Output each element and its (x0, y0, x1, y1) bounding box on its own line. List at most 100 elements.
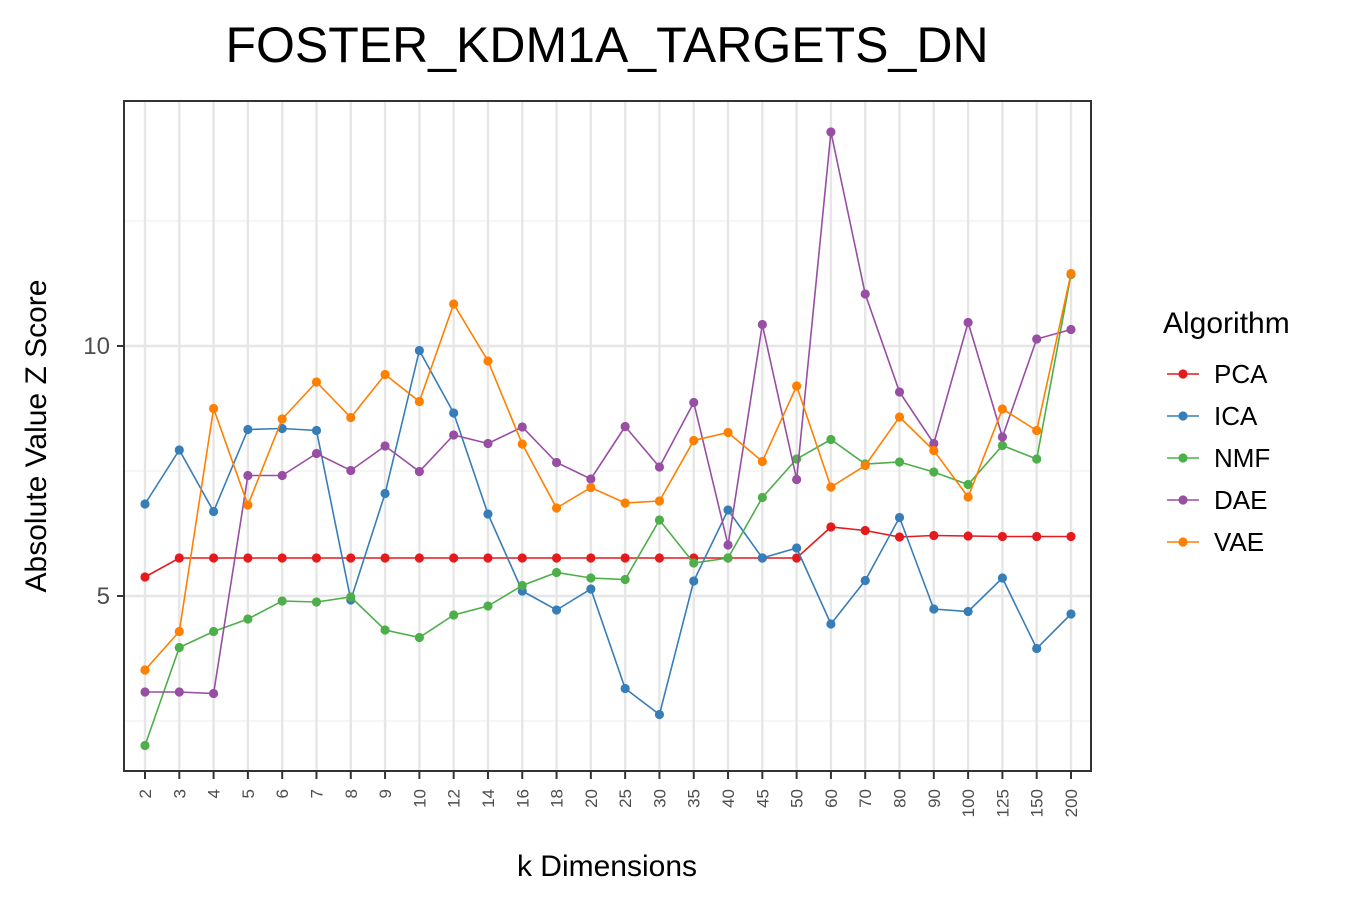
data-point-vae (620, 498, 630, 508)
data-point-vae (654, 496, 665, 506)
data-point-vae (311, 377, 322, 387)
data-point-nmf (620, 574, 630, 585)
data-point-nmf (894, 457, 905, 467)
plot-panel-border (123, 100, 1092, 772)
x-tick-label: 10 (410, 789, 429, 808)
data-point-nmf (243, 614, 253, 624)
data-point-vae (483, 356, 493, 366)
x-tick-label: 5 (239, 789, 258, 798)
data-point-pca (517, 553, 527, 563)
data-point-ica (1066, 609, 1076, 619)
data-point-vae (723, 427, 733, 438)
data-point-nmf (586, 573, 596, 583)
data-point-dae (963, 317, 973, 328)
data-point-ica (997, 573, 1008, 583)
data-point-dae (757, 319, 767, 330)
data-point-vae (346, 412, 356, 423)
data-point-pca (620, 553, 630, 563)
data-point-ica (311, 425, 322, 436)
data-point-nmf (140, 740, 150, 751)
x-tick-label: 50 (788, 789, 807, 808)
data-point-pca (860, 525, 870, 536)
data-point-nmf (963, 479, 973, 490)
data-point-dae (311, 448, 322, 459)
data-point-nmf (757, 492, 767, 503)
data-point-ica (208, 506, 219, 517)
series-layer (140, 127, 1076, 751)
data-point-nmf (277, 596, 287, 606)
data-point-pca (894, 532, 905, 542)
data-point-vae (174, 626, 184, 637)
series-line-dae (145, 131, 1072, 695)
data-point-nmf (483, 601, 493, 611)
x-tick-label: 6 (273, 789, 292, 798)
y-tick-label: 10 (83, 333, 110, 360)
data-point-dae (620, 421, 630, 432)
data-point-dae (860, 289, 870, 299)
data-point-ica (140, 499, 150, 509)
data-point-dae (346, 465, 356, 476)
data-point-dae (449, 430, 459, 440)
data-point-vae (997, 404, 1008, 414)
data-point-nmf (380, 625, 390, 635)
data-point-nmf (1032, 454, 1042, 464)
data-point-pca (174, 553, 184, 563)
data-point-dae (277, 470, 287, 481)
data-point-pca (449, 553, 459, 563)
data-point-vae (414, 396, 424, 407)
data-point-nmf (311, 597, 322, 607)
x-tick-label: 4 (205, 789, 224, 798)
grid (124, 101, 1091, 771)
x-tick-label: 30 (650, 789, 669, 808)
series-line-pca (144, 526, 1071, 578)
data-point-ica (380, 488, 390, 499)
data-point-nmf (723, 553, 733, 563)
data-point-vae (826, 482, 836, 492)
data-point-vae (894, 412, 905, 422)
x-tick-label: 70 (856, 789, 875, 808)
data-point-pca (826, 522, 836, 532)
data-point-dae (174, 687, 184, 697)
data-point-vae (929, 445, 939, 456)
data-point-vae (551, 503, 562, 513)
data-point-nmf (414, 632, 424, 643)
data-point-ica (174, 445, 184, 455)
data-point-vae (1066, 268, 1076, 279)
data-point-vae (380, 369, 390, 380)
data-point-ica (929, 604, 939, 614)
x-tick-label: 100 (959, 789, 978, 817)
data-point-pca (551, 553, 562, 563)
x-tick-label: 3 (170, 789, 189, 798)
data-point-pca (414, 553, 424, 563)
data-point-dae (1032, 334, 1042, 344)
data-point-vae (689, 435, 699, 446)
data-point-nmf (654, 515, 665, 525)
legend-title: Algorithm (1163, 307, 1290, 340)
data-point-dae (1066, 324, 1076, 335)
x-tick-label: 125 (993, 789, 1012, 817)
legend-label-nmf: NMF (1214, 443, 1270, 473)
x-tick-label: 90 (925, 789, 944, 808)
series-line-vae (144, 273, 1072, 671)
data-point-ica (586, 584, 596, 594)
data-point-dae (689, 397, 699, 408)
y-axis: 5 10 (83, 333, 124, 610)
data-point-dae (483, 438, 493, 449)
data-point-dae (792, 474, 802, 485)
data-point-dae (414, 466, 424, 477)
y-axis-title: Absolute Value Z Score (20, 280, 53, 593)
data-point-dae (551, 457, 562, 468)
data-point-nmf (208, 626, 219, 637)
data-point-dae (723, 540, 733, 550)
x-tick-label: 25 (616, 789, 635, 808)
x-tick-label: 16 (513, 789, 532, 808)
data-point-vae (757, 456, 767, 467)
x-tick-label: 7 (307, 789, 326, 798)
data-point-ica (243, 424, 253, 435)
x-tick-label: 2 (136, 789, 155, 798)
data-point-vae (277, 414, 287, 424)
data-point-ica (1032, 643, 1042, 654)
data-point-vae (860, 460, 870, 471)
x-tick-label: 45 (753, 789, 772, 808)
data-point-ica (483, 509, 493, 519)
